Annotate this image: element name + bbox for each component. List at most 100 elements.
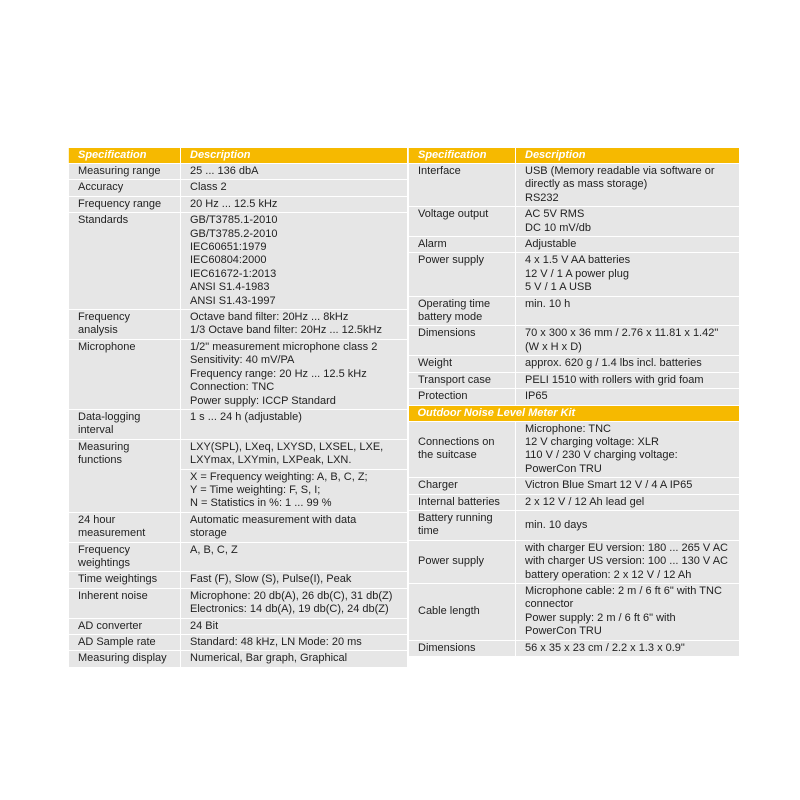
description-cell: 20 Hz ... 12.5 kHz [180, 195, 408, 214]
description-cell: PELI 1510 with rollers with grid foam [515, 371, 740, 390]
description-cell: Victron Blue Smart 12 V / 4 A IP65 [515, 477, 740, 495]
description-cell: Fast (F), Slow (S), Pulse(I), Peak [180, 571, 408, 589]
spec-cell: 24 hour measurement [68, 511, 181, 543]
table-row: Alarm Adjustable [408, 236, 740, 254]
description-cell: min. 10 h [515, 295, 740, 327]
spec-cell: Alarm [408, 236, 516, 254]
table-row: Voltage output AC 5V RMS DC 10 mV/db [408, 206, 740, 238]
spec-table-right: Specification Description Interface USB (… [408, 147, 740, 658]
description-cell: Standard: 48 kHz, LN Mode: 20 ms [180, 633, 408, 652]
spec-cell: Connections on the suitcase [408, 420, 516, 479]
table-row: AD converter 24 Bit [68, 617, 408, 636]
description-cell: GB/T3785.1-2010 GB/T3785.2-2010 IEC60651… [180, 212, 408, 311]
table-row: Accuracy Class 2 [68, 179, 408, 197]
table-row: Connections on the suitcase Microphone: T… [408, 420, 740, 479]
description-cell: Adjustable [515, 236, 740, 254]
spec-cell: Accuracy [68, 179, 181, 197]
table-row: Cable length Microphone cable: 2 m / 6 ft… [408, 582, 740, 641]
spec-table-left: Specification Description Measuring rang… [68, 147, 408, 668]
description-cell: Microphone: 20 db(A), 26 db(C), 31 db(Z)… [180, 587, 408, 619]
table-row: Inherent noise Microphone: 20 db(A), 26 d… [68, 587, 408, 619]
table-row: Measuring range 25 ... 136 dbA [68, 162, 408, 181]
description-cell: Numerical, Bar graph, Graphical [180, 650, 408, 668]
kit-header: Outdoor Noise Level Meter Kit [408, 404, 740, 422]
spec-cell: Measuring functions [68, 438, 181, 513]
table-row: Dimensions 70 x 300 x 36 mm / 2.76 x 11.8… [408, 325, 740, 357]
table-row: Power supply 4 x 1.5 V AA batteries 12 V … [408, 252, 740, 297]
table-row: Power supply with charger EU version: 180… [408, 539, 740, 584]
table-row: Battery running time min. 10 days [408, 509, 740, 541]
description-cell: LXY(SPL), LXeq, LXYSD, LXSEL, LXE, LXYma… [180, 438, 408, 470]
spec-cell: Microphone [68, 338, 181, 410]
spec-cell: Standards [68, 212, 181, 311]
table-row: Transport case PELI 1510 with rollers wit… [408, 371, 740, 390]
spec-cell: Data-logging interval [68, 408, 181, 440]
spec-cell: Battery running time [408, 509, 516, 541]
description-cell: 1/2" measurement microphone class 2 Sens… [180, 338, 408, 410]
table-row: Charger Victron Blue Smart 12 V / 4 A IP6… [408, 477, 740, 495]
description-cell: Microphone: TNC 12 V charging voltage: X… [515, 420, 740, 479]
description-cell: Class 2 [180, 179, 408, 197]
spec-cell: Cable length [408, 582, 516, 641]
header-specification: Specification [408, 147, 516, 164]
spec-cell: Power supply [408, 539, 516, 584]
description-cell: min. 10 days [515, 509, 740, 541]
description-cell: AC 5V RMS DC 10 mV/db [515, 206, 740, 238]
spec-cell: Time weightings [68, 571, 181, 589]
spec-cell: Voltage output [408, 206, 516, 238]
spec-cell: Power supply [408, 252, 516, 297]
description-cell: 2 x 12 V / 12 Ah lead gel [515, 493, 740, 511]
description-cell: 56 x 35 x 23 cm / 2.2 x 1.3 x 0.9" [515, 639, 740, 658]
description-cell: Automatic measurement with data storage [180, 511, 408, 543]
table-row: 24 hour measurement Automatic measurement… [68, 511, 408, 543]
table-row: Frequency weightings A, B, C, Z [68, 541, 408, 573]
spec-cell: Transport case [408, 371, 516, 390]
table-row: Data-logging interval 1 s ... 24 h (adjus… [68, 408, 408, 440]
description-cell: Microphone cable: 2 m / 6 ft 6" with TNC… [515, 582, 740, 641]
table-row: Operating time battery mode min. 10 h [408, 295, 740, 327]
spec-cell: Dimensions [408, 325, 516, 357]
spec-cell: Dimensions [408, 639, 516, 658]
spec-cell: Weight [408, 355, 516, 373]
table-row: Interface USB (Memory readable via softwa… [408, 162, 740, 208]
spec-cell: AD converter [68, 617, 181, 636]
spec-cell: Charger [408, 477, 516, 495]
table-row: Internal batteries 2 x 12 V / 12 Ah lead … [408, 493, 740, 511]
spec-cell: Internal batteries [408, 493, 516, 511]
spec-cell: AD Sample rate [68, 633, 181, 652]
kit-header-row: Outdoor Noise Level Meter Kit [408, 404, 740, 422]
spec-cell: Frequency weightings [68, 541, 181, 573]
description-cell: 24 Bit [180, 617, 408, 636]
description-cell: with charger EU version: 180 ... 265 V A… [515, 539, 740, 584]
table-row: Frequency analysis Octave band filter: 20… [68, 309, 408, 340]
description-cell: USB (Memory readable via software or dir… [515, 162, 740, 208]
table-row: X = Frequency weighting: A, B, C, Z; Y =… [69, 468, 408, 513]
description-cell: 4 x 1.5 V AA batteries 12 V / 1 A power … [515, 252, 740, 297]
description-cell: A, B, C, Z [180, 541, 408, 573]
description-cell: 1 s ... 24 h (adjustable) [180, 408, 408, 440]
table-row: Measuring functions LXY(SPL), LXeq, LXYSD… [68, 438, 408, 513]
spec-cell: Protection [408, 388, 516, 406]
table-row: Protection IP65 [408, 388, 740, 406]
table-row: Standards GB/T3785.1-2010 GB/T3785.2-2010… [68, 212, 408, 311]
spec-cell: Operating time battery mode [408, 295, 516, 327]
table-row: Microphone 1/2" measurement microphone cl… [68, 338, 408, 410]
table-row: Dimensions 56 x 35 x 23 cm / 2.2 x 1.3 x … [408, 639, 740, 658]
spec-cell: Measuring range [68, 162, 181, 181]
spec-cell: Frequency range [68, 195, 181, 214]
table-row: Weight approx. 620 g / 1.4 lbs incl. batt… [408, 355, 740, 373]
table-row: AD Sample rate Standard: 48 kHz, LN Mode:… [68, 633, 408, 652]
description-cell: approx. 620 g / 1.4 lbs incl. batteries [515, 355, 740, 373]
description-cell: 70 x 300 x 36 mm / 2.76 x 11.81 x 1.42" … [515, 325, 740, 357]
header-description: Description [180, 147, 408, 164]
spec-cell: Inherent noise [68, 587, 181, 619]
spec-cell: Interface [408, 162, 516, 208]
header-specification: Specification [68, 147, 181, 164]
description-cell: 25 ... 136 dbA [180, 162, 408, 181]
description-cell: Octave band filter: 20Hz ... 8kHz 1/3 Oc… [180, 309, 408, 340]
header-description: Description [515, 147, 740, 164]
table-row: Time weightings Fast (F), Slow (S), Pulse… [68, 571, 408, 589]
table-row: Frequency range 20 Hz ... 12.5 kHz [68, 195, 408, 214]
spec-cell: Measuring display [68, 650, 181, 668]
spec-cell: Frequency analysis [68, 309, 181, 340]
